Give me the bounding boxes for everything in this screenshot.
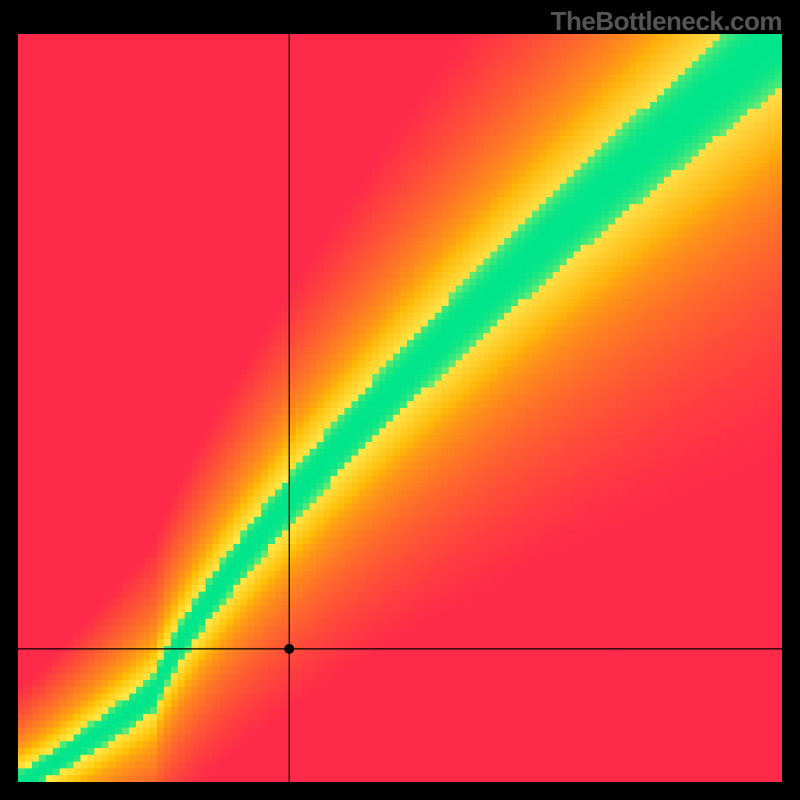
heatmap-svg	[0, 0, 800, 800]
chart-root: TheBottleneck.com	[0, 0, 800, 800]
marker-point	[284, 644, 294, 654]
watermark-text: TheBottleneck.com	[551, 6, 782, 37]
heatmap-cells	[18, 34, 783, 783]
